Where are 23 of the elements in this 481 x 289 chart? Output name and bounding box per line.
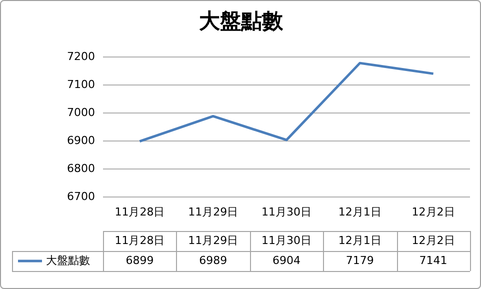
- y-tick-label: 7000: [67, 106, 95, 119]
- category-label: 12月1日: [338, 234, 382, 247]
- chart-title: 大盤點數: [199, 8, 284, 34]
- y-tick-label: 7200: [67, 50, 95, 64]
- x-tick-label: 11月28日: [114, 205, 165, 218]
- data-label: 6899: [126, 254, 154, 267]
- category-label: 11月30日: [262, 234, 312, 247]
- x-tick-label: 11月30日: [262, 205, 312, 218]
- data-label: 6989: [199, 254, 228, 267]
- data-label: 7179: [346, 254, 374, 267]
- y-tick-label: 7100: [67, 78, 95, 92]
- y-tick-label: 6700: [67, 190, 95, 203]
- y-tick-label: 6900: [67, 134, 95, 147]
- x-tick-label: 11月29日: [188, 205, 238, 218]
- category-label: 11月29日: [188, 234, 238, 247]
- legend-label: 大盤點數: [46, 254, 90, 267]
- x-tick-label: 12月1日: [338, 205, 382, 218]
- category-label: 12月2日: [412, 234, 455, 247]
- x-tick-label: 12月2日: [412, 205, 455, 218]
- data-label: 6904: [272, 254, 300, 267]
- data-label: 7141: [419, 254, 448, 267]
- category-label: 11月28日: [114, 234, 165, 247]
- y-tick-label: 6800: [67, 162, 95, 175]
